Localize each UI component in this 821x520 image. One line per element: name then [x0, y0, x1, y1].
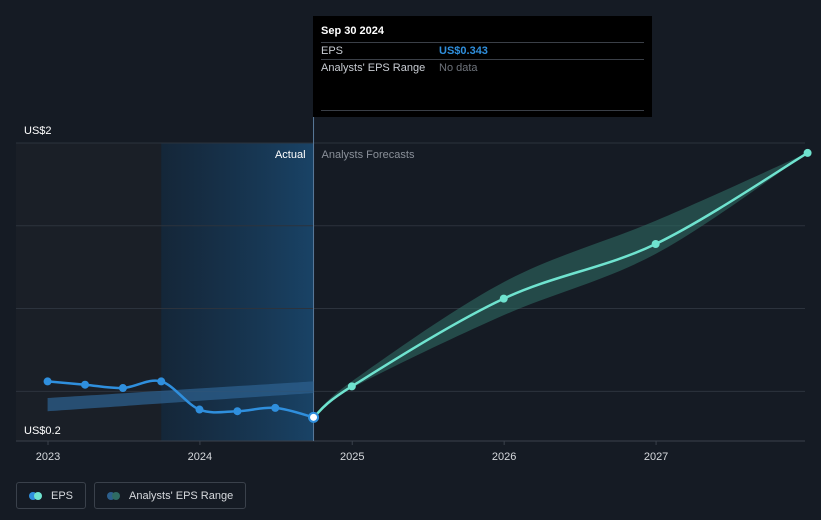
legend: EPS Analysts' EPS Range [16, 482, 247, 509]
y-axis-bottom-label: US$0.2 [24, 425, 61, 437]
swatch-dot-range-forecast [112, 491, 121, 500]
tooltip-range-value: No data [439, 62, 478, 74]
eps-point-1 [81, 380, 90, 389]
eps-point-4 [195, 405, 204, 414]
forecast-point-2 [499, 294, 508, 303]
tooltip-divider [321, 110, 644, 111]
swatch-dot-forecast [34, 491, 42, 500]
eps-swatch-icon [29, 491, 43, 500]
swatch-dot-range-actual [107, 491, 116, 500]
legend-label-range: Analysts' EPS Range [129, 489, 234, 502]
tooltip-eps-value: US$0.343 [439, 45, 488, 57]
eps-point-5 [233, 407, 242, 416]
tooltip: Sep 30 2024 EPS US$0.343 Analysts' EPS R… [313, 16, 652, 117]
tooltip-range-label: Analysts' EPS Range [321, 62, 426, 74]
x-tick-label-2024: 2024 [188, 451, 212, 463]
actual-label: Actual [275, 149, 306, 161]
tooltip-eps-label: EPS [321, 45, 344, 57]
legend-item-eps[interactable]: EPS [16, 482, 87, 509]
eps-point-3 [157, 377, 166, 386]
eps-point-2 [118, 384, 127, 393]
eps-point-6 [271, 403, 280, 412]
band-forecast-range [313, 152, 808, 418]
swatch-dot-actual [29, 491, 37, 500]
x-tick-label-2026: 2026 [492, 451, 516, 463]
eps-point-0 [43, 377, 52, 386]
x-tick-label-2027: 2027 [644, 451, 668, 463]
y-axis-top-label: US$2 [24, 125, 52, 137]
forecast-point-4 [803, 148, 812, 157]
legend-label-eps: EPS [51, 489, 74, 502]
tooltip-date: Sep 30 2024 [321, 25, 384, 37]
forecast-point-3 [651, 239, 660, 248]
legend-item-range[interactable]: Analysts' EPS Range [94, 482, 247, 509]
tooltip-row-range: Analysts' EPS Range No data [321, 59, 644, 76]
eps-point-7 [308, 411, 320, 423]
tooltip-row-eps: EPS US$0.343 [321, 42, 644, 59]
x-tick-label-2023: 2023 [36, 451, 60, 463]
range-swatch-icon [107, 491, 121, 500]
forecast-point-1 [347, 382, 356, 391]
forecast-label: Analysts Forecasts [322, 149, 415, 161]
x-tick-label-2025: 2025 [340, 451, 364, 463]
